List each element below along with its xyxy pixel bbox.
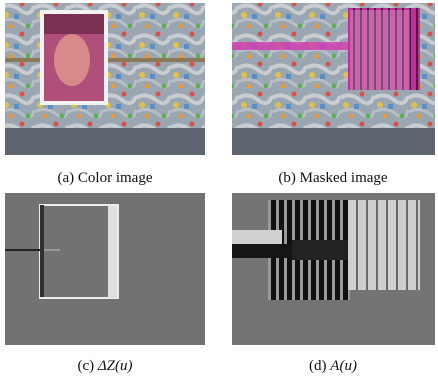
caption-math: ΔZ(u) [97,358,133,374]
caption-label: (b) [278,170,296,186]
caption: (d) A(u) [309,358,357,374]
caption: (b) Masked image [278,170,387,186]
color-image [5,3,205,155]
caption-text: Color image [78,170,153,186]
a-image [232,193,435,345]
caption-math: A(u) [329,358,357,374]
caption-label: (d) [309,358,327,374]
caption: (c) ΔZ(u) [77,358,132,374]
masked-image [232,3,435,155]
delta-z-image [5,193,205,345]
caption: (a) Color image [58,170,153,186]
caption-label: (a) [58,170,75,186]
caption-text: Masked image [300,170,388,186]
caption-label: (c) [77,358,94,374]
